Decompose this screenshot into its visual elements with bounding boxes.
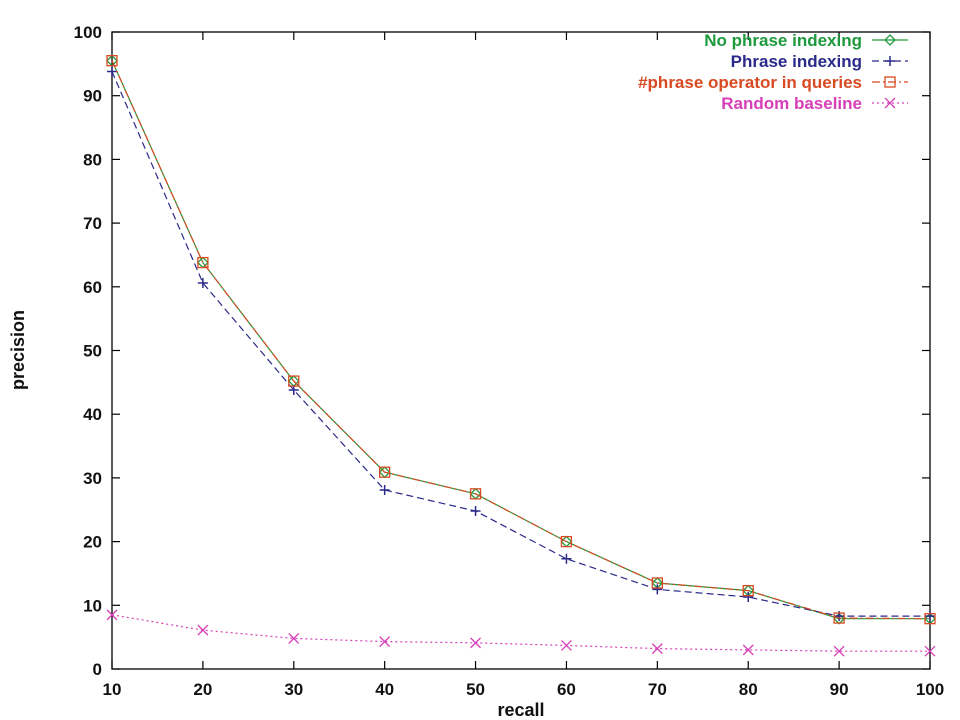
- y-tick-label: 90: [83, 87, 102, 106]
- data-point: [925, 611, 935, 622]
- x-axis: 10 20 30 40 50 60 70 80 90 100: [103, 32, 944, 699]
- data-point: [561, 553, 572, 564]
- series-line: [111, 614, 930, 652]
- data-point: [288, 375, 300, 387]
- data-point: [107, 66, 117, 77]
- y-tick-label: 30: [83, 469, 102, 488]
- data-point: [470, 506, 481, 517]
- x-tick-label: 60: [557, 680, 576, 699]
- data-point: [197, 256, 209, 269]
- x-tick-label: 80: [739, 680, 758, 699]
- data-point: [106, 609, 118, 621]
- y-tick-label: 80: [83, 150, 102, 169]
- data-point: [651, 577, 663, 589]
- x-tick-label: 10: [103, 680, 122, 699]
- data-point: [652, 584, 663, 595]
- plot-frame: [111, 31, 931, 670]
- y-tick-label: 20: [83, 533, 102, 552]
- data-point: [743, 592, 754, 603]
- series-4: [106, 609, 936, 657]
- series-layer: [106, 54, 936, 657]
- x-tick-label: 100: [916, 680, 944, 699]
- legend-label: No phrase indexing: [704, 31, 862, 50]
- series-line: [111, 60, 931, 620]
- y-tick-label: 70: [83, 214, 102, 233]
- legend-label: Random baseline: [721, 94, 862, 113]
- series-1: [106, 54, 936, 625]
- x-axis-label: recall: [497, 700, 544, 720]
- data-point: [560, 535, 573, 548]
- x-tick-label: 90: [830, 680, 849, 699]
- x-tick-label: 70: [648, 680, 667, 699]
- y-tick-label: 40: [83, 405, 102, 424]
- y-axis: 0 10 20 30 40 50 60 70 80 90 100: [74, 23, 930, 679]
- data-point: [470, 637, 482, 649]
- y-tick-label: 60: [83, 278, 102, 297]
- legend-marker: [884, 97, 896, 109]
- data-point: [833, 645, 845, 657]
- data-point: [742, 644, 754, 656]
- data-point: [288, 632, 300, 644]
- x-tick-label: 50: [466, 680, 485, 699]
- data-point: [379, 466, 391, 478]
- legend-marker: [884, 76, 896, 88]
- data-point: [560, 639, 572, 651]
- data-point: [833, 612, 845, 624]
- series-3: [106, 55, 936, 625]
- x-tick-label: 20: [193, 680, 212, 699]
- data-point: [742, 584, 754, 597]
- y-tick-label: 50: [83, 342, 102, 361]
- x-tick-label: 40: [375, 680, 394, 699]
- legend-label: #phrase operator in queries: [638, 73, 862, 92]
- y-tick-label: 100: [74, 23, 102, 42]
- series-2: [107, 66, 935, 622]
- legend-label: Phrase indexing: [731, 52, 862, 71]
- data-point: [197, 277, 208, 288]
- x-tick-label: 30: [284, 680, 303, 699]
- data-point: [379, 485, 390, 496]
- y-axis-label: precision: [8, 310, 28, 390]
- y-tick-label: 0: [93, 660, 102, 679]
- data-point: [651, 643, 663, 655]
- data-point: [379, 636, 391, 648]
- data-point: [197, 624, 209, 636]
- legend-marker: [884, 34, 896, 46]
- legend: No phrase indexing Phrase indexing #phrase…: [638, 31, 908, 113]
- data-point: [469, 488, 482, 500]
- data-point: [924, 645, 936, 657]
- data-point: [106, 55, 118, 67]
- y-tick-label: 10: [83, 596, 102, 615]
- legend-marker: [885, 56, 895, 66]
- series-line: [111, 71, 930, 617]
- data-point: [924, 613, 936, 625]
